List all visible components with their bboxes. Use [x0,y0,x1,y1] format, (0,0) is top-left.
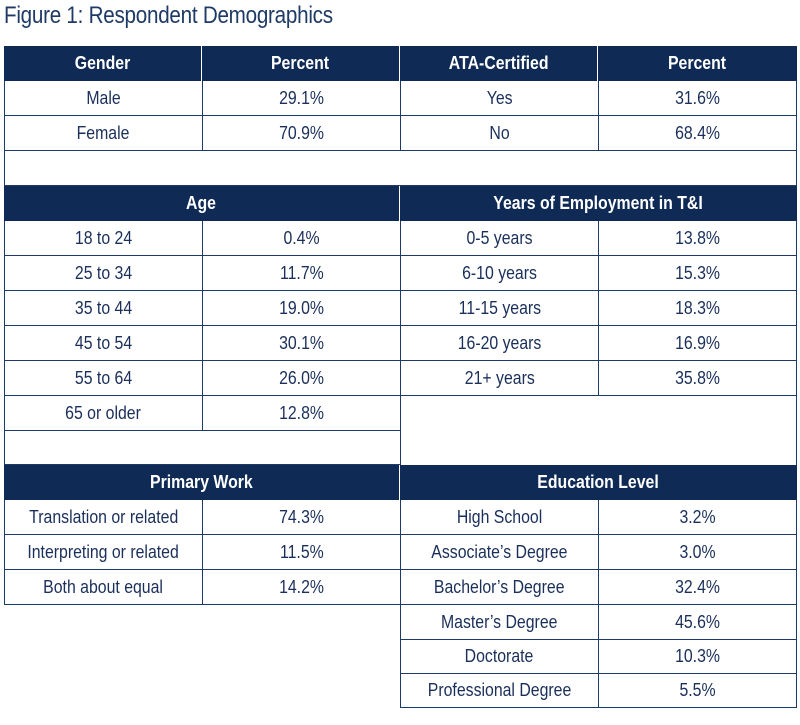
employment-value: 16.9% [598,326,797,361]
age-label: 35 to 44 [4,291,203,326]
spacer-row [4,150,797,186]
primary-work-header: Primary Work [4,465,400,500]
employment-label: 16-20 years [400,326,599,361]
primary-work-label: Both about equal [4,570,203,605]
age-header: Age [4,186,400,221]
employment-label: 11-15 years [400,291,599,326]
education-value: 3.0% [598,535,797,570]
education-label: Professional Degree [400,674,599,708]
employment-label: 6-10 years [400,256,599,291]
employment-label: 21+ years [400,361,599,396]
age-label: 45 to 54 [4,326,203,361]
education-header: Education Level [400,465,797,500]
gender-header: Gender [4,46,202,81]
education-value: 32.4% [598,570,797,605]
age-label: 25 to 34 [4,256,203,291]
age-value: 19.0% [202,291,401,326]
education-value: 3.2% [598,500,797,535]
primary-work-value: 14.2% [202,570,401,605]
ata-percent-header: Percent [598,46,797,81]
age-label: 55 to 64 [4,361,203,396]
age-value: 11.7% [202,256,401,291]
gender-value: 70.9% [202,116,401,151]
gender-label: Female [4,116,203,151]
education-label: Master’s Degree [400,605,599,640]
spacer-row [4,430,401,465]
gender-percent-header: Percent [202,46,400,81]
age-label: 18 to 24 [4,221,203,256]
education-value: 45.6% [598,605,797,640]
ata-header: ATA-Certified [400,46,598,81]
figure-title: Figure 1: Respondent Demographics [4,2,333,29]
primary-work-value: 74.3% [202,500,401,535]
primary-work-value: 11.5% [202,535,401,570]
employment-label: 0-5 years [400,221,599,256]
primary-work-label: Interpreting or related [4,535,203,570]
education-label: Doctorate [400,640,599,674]
gender-value: 29.1% [202,81,401,116]
education-value: 5.5% [598,674,797,708]
employment-empty-area [400,395,797,465]
age-label: 65 or older [4,396,203,431]
education-value: 10.3% [598,640,797,674]
employment-value: 13.8% [598,221,797,256]
demographics-table: Gender Percent ATA-Certified Percent Mal… [4,46,797,708]
employment-value: 15.3% [598,256,797,291]
employment-value: 35.8% [598,361,797,396]
age-value: 26.0% [202,361,401,396]
employment-value: 18.3% [598,291,797,326]
age-value: 12.8% [202,396,401,431]
education-label: Bachelor’s Degree [400,570,599,605]
ata-value: 31.6% [598,81,797,116]
ata-label: No [400,116,599,151]
education-label: Associate’s Degree [400,535,599,570]
employment-header: Years of Employment in T&I [400,186,797,221]
ata-value: 68.4% [598,116,797,151]
primary-work-label: Translation or related [4,500,203,535]
gender-label: Male [4,81,203,116]
age-value: 0.4% [202,221,401,256]
education-label: High School [400,500,599,535]
ata-label: Yes [400,81,599,116]
age-value: 30.1% [202,326,401,361]
